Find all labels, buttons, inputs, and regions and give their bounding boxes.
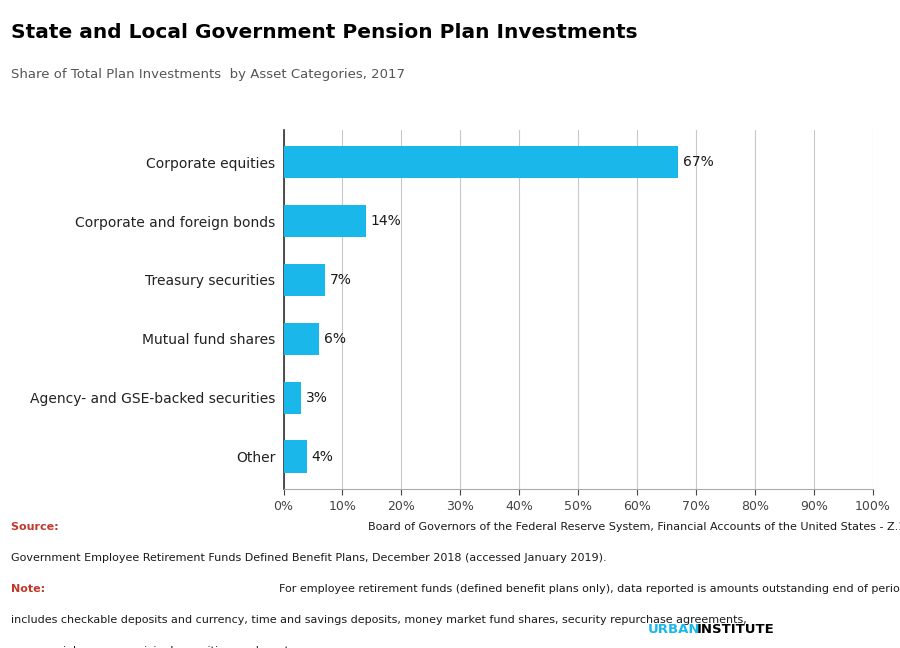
Text: Board of Governors of the Federal Reserve System, Financial Accounts of the Unit: Board of Governors of the Federal Reserv… xyxy=(368,522,900,531)
Text: includes checkable deposits and currency, time and savings deposits, money marke: includes checkable deposits and currency… xyxy=(11,615,746,625)
Text: INSTITUTE: INSTITUTE xyxy=(697,623,774,636)
Text: 3%: 3% xyxy=(306,391,328,405)
Text: For employee retirement funds (defined benefit plans only), data reported is amo: For employee retirement funds (defined b… xyxy=(279,584,900,594)
Bar xyxy=(284,441,307,473)
Text: 7%: 7% xyxy=(329,273,351,287)
Text: Share of Total Plan Investments  by Asset Categories, 2017: Share of Total Plan Investments by Asset… xyxy=(11,68,405,81)
Text: 6%: 6% xyxy=(324,332,346,346)
Text: State and Local Government Pension Plan Investments: State and Local Government Pension Plan … xyxy=(11,23,637,41)
Text: 67%: 67% xyxy=(683,155,714,169)
Text: Source:: Source: xyxy=(11,522,62,531)
Text: URBAN: URBAN xyxy=(648,623,700,636)
Text: 14%: 14% xyxy=(371,214,401,228)
Text: 4%: 4% xyxy=(311,450,334,464)
Bar xyxy=(284,323,319,355)
Bar xyxy=(284,264,325,296)
Bar xyxy=(284,382,302,414)
Bar xyxy=(284,146,679,178)
Text: commercial paper, municipal securities, and mortgages.: commercial paper, municipal securities, … xyxy=(11,646,326,648)
Bar xyxy=(284,205,366,237)
Text: Note:: Note: xyxy=(11,584,49,594)
Text: Government Employee Retirement Funds Defined Benefit Plans, December 2018 (acces: Government Employee Retirement Funds Def… xyxy=(11,553,607,562)
